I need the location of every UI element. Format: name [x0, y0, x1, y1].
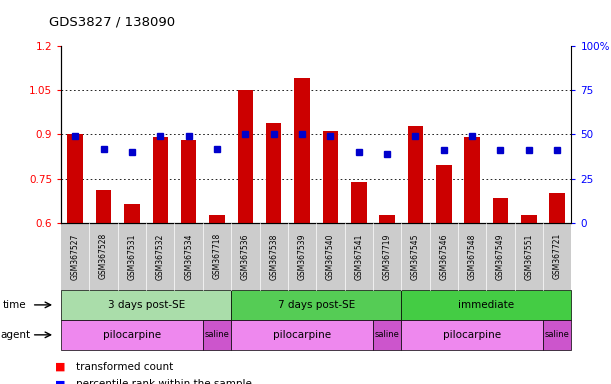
Text: 3 days post-SE: 3 days post-SE — [108, 300, 185, 310]
Text: saline: saline — [205, 330, 229, 339]
Bar — [408, 126, 423, 223]
Text: 7 days post-SE: 7 days post-SE — [277, 300, 355, 310]
Bar — [153, 137, 168, 223]
Bar — [181, 140, 197, 223]
Text: ■: ■ — [55, 362, 65, 372]
Text: GSM367541: GSM367541 — [354, 233, 363, 280]
Text: percentile rank within the sample: percentile rank within the sample — [76, 379, 252, 384]
Bar — [295, 78, 310, 223]
Bar — [351, 182, 367, 223]
Text: transformed count: transformed count — [76, 362, 174, 372]
Text: GSM367546: GSM367546 — [439, 233, 448, 280]
Bar — [124, 204, 140, 223]
Text: GSM367539: GSM367539 — [298, 233, 307, 280]
Text: ■: ■ — [55, 379, 65, 384]
Text: GSM367549: GSM367549 — [496, 233, 505, 280]
Text: agent: agent — [1, 330, 31, 340]
Text: GSM367534: GSM367534 — [184, 233, 193, 280]
Text: GSM367532: GSM367532 — [156, 233, 165, 280]
Text: GSM367551: GSM367551 — [524, 233, 533, 280]
Bar — [266, 122, 282, 223]
Text: saline: saline — [375, 330, 400, 339]
Bar — [96, 190, 111, 223]
Text: saline: saline — [544, 330, 569, 339]
Text: GSM367531: GSM367531 — [128, 233, 136, 280]
Text: GDS3827 / 138090: GDS3827 / 138090 — [49, 15, 175, 28]
Bar — [464, 137, 480, 223]
Text: GSM367536: GSM367536 — [241, 233, 250, 280]
Text: GSM367538: GSM367538 — [269, 233, 278, 280]
Text: GSM367721: GSM367721 — [552, 233, 562, 280]
Text: GSM367719: GSM367719 — [382, 233, 392, 280]
Text: GSM367528: GSM367528 — [99, 233, 108, 280]
Text: GSM367545: GSM367545 — [411, 233, 420, 280]
Text: GSM367527: GSM367527 — [71, 233, 80, 280]
Bar — [549, 193, 565, 223]
Text: pilocarpine: pilocarpine — [443, 330, 501, 340]
Text: GSM367540: GSM367540 — [326, 233, 335, 280]
Bar — [238, 90, 253, 223]
Text: pilocarpine: pilocarpine — [273, 330, 331, 340]
Text: pilocarpine: pilocarpine — [103, 330, 161, 340]
Bar — [492, 198, 508, 223]
Bar — [521, 215, 536, 223]
Text: immediate: immediate — [458, 300, 514, 310]
Bar — [379, 215, 395, 223]
Bar — [67, 134, 83, 223]
Text: GSM367718: GSM367718 — [213, 233, 222, 280]
Bar — [209, 215, 225, 223]
Text: GSM367548: GSM367548 — [467, 233, 477, 280]
Bar — [436, 165, 452, 223]
Bar — [323, 131, 338, 223]
Text: time: time — [3, 300, 27, 310]
